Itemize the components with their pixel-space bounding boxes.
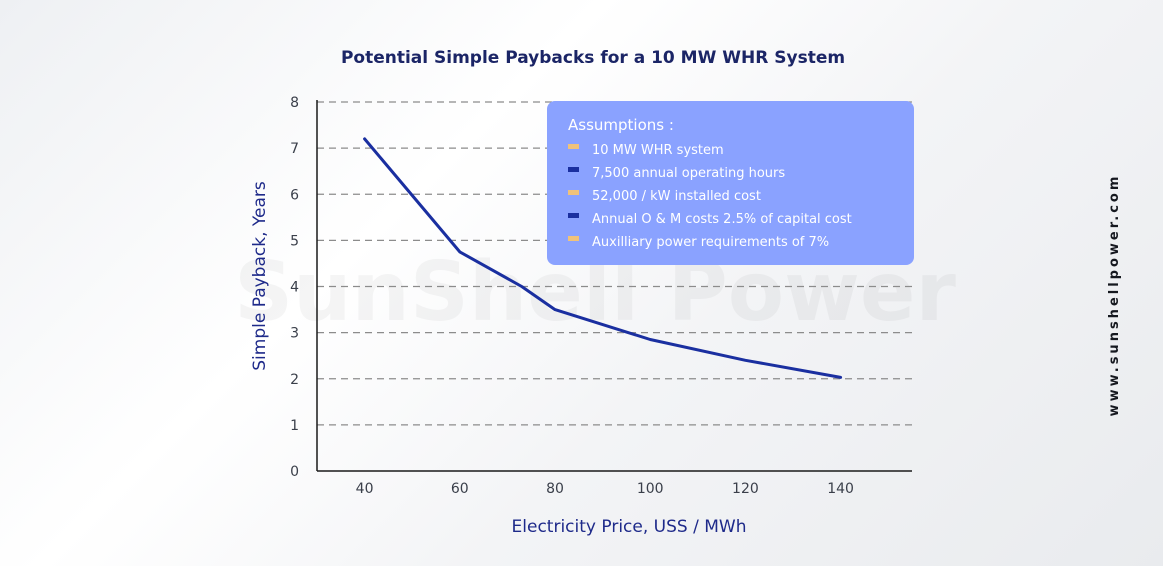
chart-title: Potential Simple Paybacks for a 10 MW WH… bbox=[341, 48, 845, 68]
bullet-icon bbox=[568, 167, 579, 172]
assumption-item: Annual O & M costs 2.5% of capital cost bbox=[592, 212, 852, 227]
axes bbox=[316, 100, 912, 472]
assumption-item: 7,500 annual operating hours bbox=[592, 166, 785, 181]
assumptions-title: Assumptions : bbox=[568, 116, 674, 134]
series-group bbox=[363, 137, 843, 379]
x-tick-label: 40 bbox=[356, 481, 374, 497]
y-tick-labels: 0 1 2 3 4 5 6 7 8 bbox=[290, 95, 299, 480]
bullet-icon bbox=[568, 190, 579, 195]
y-tick-label: 0 bbox=[290, 464, 299, 480]
y-tick-label: 3 bbox=[290, 326, 299, 342]
assumption-item: 10 MW WHR system bbox=[592, 143, 724, 158]
x-tick-label: 100 bbox=[637, 481, 664, 497]
y-axis-label: Simple Payback, Years bbox=[250, 181, 270, 371]
x-tick-label: 80 bbox=[546, 481, 564, 497]
bullet-icon bbox=[568, 144, 579, 149]
x-tick-label: 60 bbox=[451, 481, 469, 497]
x-tick-labels: 40 60 80 100 120 140 bbox=[356, 481, 854, 497]
y-tick-label: 7 bbox=[290, 141, 299, 157]
assumptions-box: Assumptions : 10 MW WHR system 7,500 annu… bbox=[547, 101, 914, 265]
y-tick-label: 4 bbox=[290, 280, 299, 296]
x-tick-label: 140 bbox=[827, 481, 854, 497]
y-tick-label: 8 bbox=[290, 95, 299, 111]
assumption-item: Auxilliary power requirements of 7% bbox=[592, 235, 829, 250]
y-tick-label: 6 bbox=[290, 187, 299, 203]
y-tick-label: 2 bbox=[290, 372, 299, 388]
bullet-icon bbox=[568, 213, 579, 218]
website-url: www.sunshellpower.com bbox=[1107, 174, 1122, 417]
assumption-item: 52,000 / kW installed cost bbox=[592, 189, 761, 204]
x-tick-label: 120 bbox=[732, 481, 759, 497]
assumptions-background bbox=[547, 101, 914, 265]
y-tick-label: 5 bbox=[290, 233, 299, 249]
assumptions-list: 10 MW WHR system 7,500 annual operating h… bbox=[568, 143, 852, 250]
y-tick-label: 1 bbox=[290, 418, 299, 434]
bullet-icon bbox=[568, 236, 579, 241]
x-axis-label: Electricity Price, USS / MWh bbox=[512, 517, 747, 537]
